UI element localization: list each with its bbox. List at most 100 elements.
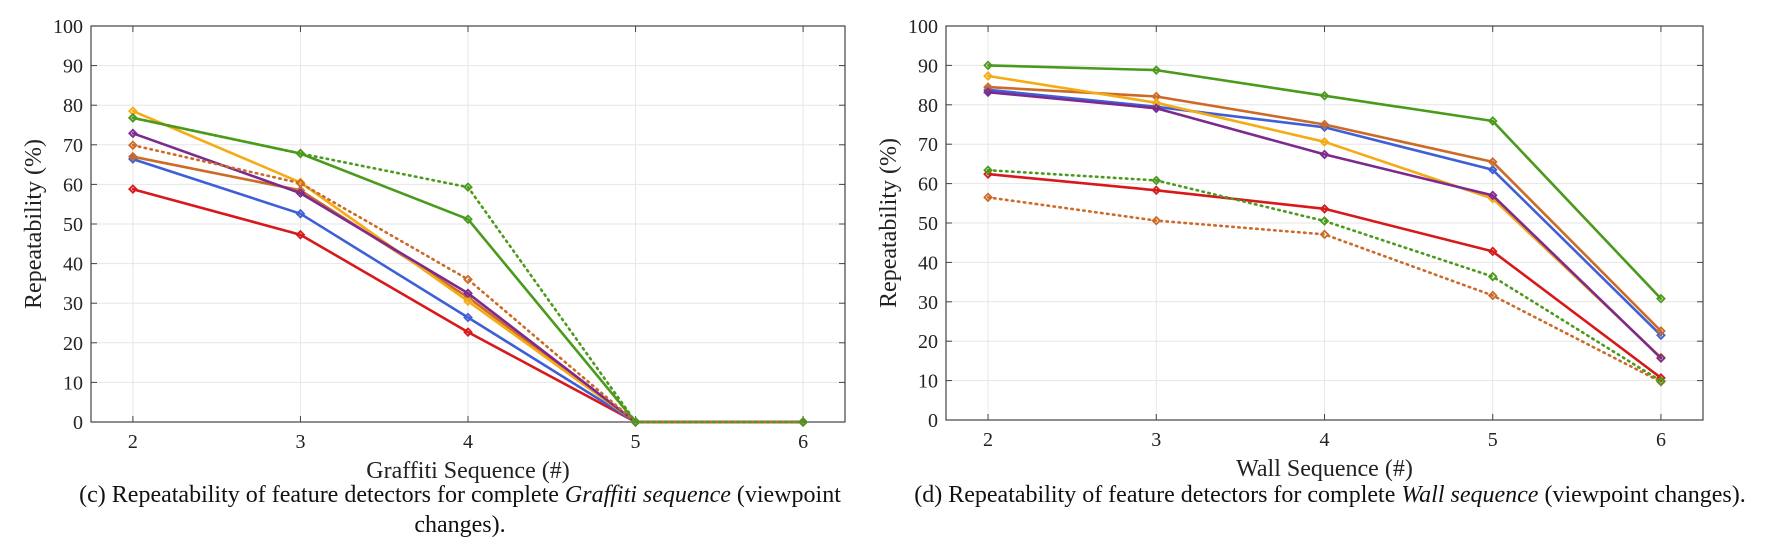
data-point-green	[1487, 116, 1498, 126]
y-tick-label: 20	[918, 331, 938, 353]
caption-c-text-end: (viewpoint changes).	[414, 482, 841, 538]
x-axis-label: Wall Sequence (#)	[1236, 456, 1413, 482]
y-tick-label: 30	[918, 292, 938, 314]
x-tick-label: 6	[798, 431, 808, 453]
chart-d: 0 10 20 30 40 50 60 70 80 90 100 2 3 4 5 6 Wall Sequence…	[876, 16, 1704, 482]
data-point-yellow	[983, 71, 993, 81]
data-point-orange	[1319, 119, 1330, 130]
x-axis-label: Graffiti Sequence (#)	[366, 458, 569, 484]
data-point-orange	[983, 82, 993, 92]
data-point-orange	[1656, 326, 1666, 336]
y-tick-label: 90	[63, 56, 83, 78]
y-axis-label: Repeatability (%)	[21, 139, 47, 309]
data-point-purple	[463, 288, 473, 299]
chart-c: 0 10 20 30 40 50 60 70 80 90 100 2 3 4 5 6 Graffiti Sequ…	[21, 16, 846, 484]
data-point-green	[1319, 90, 1330, 101]
data-point-green	[1151, 65, 1162, 76]
data-point-red	[983, 169, 993, 180]
data-point-red	[295, 229, 306, 240]
y-tick-label: 40	[918, 252, 938, 274]
x-tick-label: 5	[1488, 429, 1498, 451]
y-tick-label: 0	[73, 412, 83, 434]
caption-d-text-end: (viewpoint changes).	[1538, 482, 1746, 508]
data-point-red	[128, 184, 138, 195]
x-tick-label: 3	[295, 431, 305, 453]
y-tick-label: 50	[63, 214, 83, 236]
data-point-green	[1656, 293, 1666, 304]
data-point-purple	[983, 87, 993, 98]
y-tick-label: 0	[928, 410, 938, 432]
data-point-orange	[1151, 215, 1162, 226]
y-tick-label: 60	[63, 174, 83, 196]
data-point-green	[463, 214, 473, 225]
x-tick-label: 2	[128, 431, 138, 453]
data-point-purple	[128, 128, 138, 139]
data-point-red	[1319, 203, 1330, 214]
data-point-red	[1656, 372, 1666, 383]
y-tick-label: 30	[63, 293, 83, 315]
series-line-green-solid	[986, 64, 1663, 300]
data-point-purple	[1487, 190, 1498, 201]
data-point-orange	[1487, 157, 1498, 167]
series-line-green-dotted	[131, 116, 805, 424]
y-tick-label: 80	[63, 95, 83, 117]
caption-c-italic: Graffiti sequence	[564, 482, 731, 508]
y-tick-label: 40	[63, 254, 83, 276]
data-point-green	[630, 417, 641, 427]
x-tick-label: 3	[1151, 429, 1161, 451]
data-point-orange	[983, 192, 993, 203]
data-point-orange	[128, 140, 138, 151]
data-point-purple	[1656, 353, 1666, 364]
series-line-green-dotted	[986, 168, 1663, 383]
data-point-green	[798, 417, 808, 427]
data-point-orange	[295, 178, 306, 189]
data-point-yellow	[1151, 97, 1162, 108]
series-line-yellow-solid	[986, 74, 1663, 359]
y-tick-label: 90	[918, 55, 938, 77]
data-point-green	[1319, 216, 1330, 226]
data-point-purple	[295, 188, 306, 198]
y-tick-label: 10	[63, 372, 83, 394]
caption-d-italic: Wall sequence	[1401, 482, 1539, 508]
x-tick-label: 6	[1656, 429, 1666, 451]
data-point-blue	[1151, 101, 1162, 112]
data-point-yellow	[463, 296, 473, 307]
data-point-blue	[1656, 330, 1666, 341]
data-point-purple	[1319, 149, 1330, 160]
x-tick-label: 4	[1320, 429, 1330, 451]
data-point-red	[463, 327, 473, 337]
caption-d: (d) Repeatability of feature detectors f…	[905, 480, 1755, 510]
y-tick-label: 70	[918, 134, 938, 156]
data-point-blue	[463, 312, 473, 323]
data-point-green	[128, 112, 138, 123]
caption-c: (c) Repeatability of feature detectors f…	[40, 480, 880, 540]
y-tick-label: 100	[53, 16, 83, 38]
data-point-green	[983, 60, 993, 71]
y-tick-label: 100	[908, 16, 938, 38]
y-tick-label: 20	[63, 333, 83, 355]
y-tick-label: 80	[918, 95, 938, 117]
data-point-red	[1151, 185, 1162, 196]
data-point-red	[1487, 246, 1498, 257]
data-point-purple	[1151, 103, 1162, 114]
y-tick-label: 60	[918, 174, 938, 196]
caption-c-text: (c) Repeatability of feature detectors f…	[79, 482, 565, 508]
data-point-green	[1151, 175, 1162, 186]
data-point-green	[463, 182, 473, 193]
y-tick-label: 10	[918, 371, 938, 393]
data-point-green	[295, 148, 306, 159]
x-tick-label: 4	[463, 431, 473, 453]
y-axis-label: Repeatability (%)	[876, 138, 902, 308]
data-point-blue	[1487, 164, 1498, 175]
data-point-orange	[1487, 290, 1498, 301]
data-point-green	[1656, 376, 1666, 386]
data-point-green	[1487, 271, 1498, 282]
data-point-orange	[1319, 229, 1330, 240]
series-line-red-solid	[986, 172, 1663, 380]
series-line-orange-dotted	[986, 196, 1663, 384]
y-tick-label: 70	[63, 135, 83, 157]
data-point-yellow	[1319, 136, 1330, 147]
x-tick-label: 2	[983, 429, 993, 451]
series-line-purple-solid	[986, 90, 1663, 360]
